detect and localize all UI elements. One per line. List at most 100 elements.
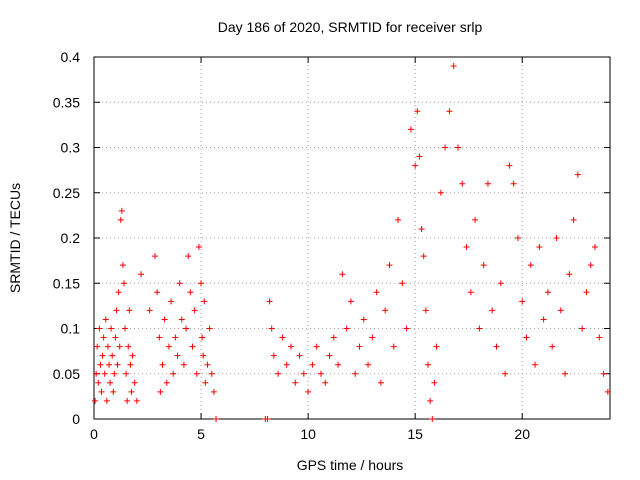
data-point bbox=[343, 325, 350, 332]
data-point bbox=[193, 370, 200, 377]
data-point bbox=[600, 370, 607, 377]
data-point bbox=[96, 325, 103, 332]
data-point bbox=[347, 298, 354, 305]
data-point bbox=[412, 162, 419, 169]
data-point bbox=[127, 361, 134, 368]
data-point bbox=[292, 379, 299, 386]
data-point bbox=[114, 361, 121, 368]
data-point bbox=[101, 370, 108, 377]
data-point bbox=[566, 271, 573, 278]
data-point bbox=[191, 307, 198, 314]
y-tick-label: 0.3 bbox=[61, 140, 81, 156]
data-point bbox=[119, 262, 126, 269]
data-point bbox=[108, 325, 115, 332]
data-point bbox=[185, 253, 192, 260]
data-point bbox=[122, 325, 129, 332]
data-point bbox=[446, 108, 453, 115]
grid-layer bbox=[94, 57, 610, 419]
data-point bbox=[472, 216, 479, 223]
data-point bbox=[99, 352, 106, 359]
x-tick-label: 0 bbox=[90, 426, 98, 442]
data-point bbox=[523, 334, 530, 341]
data-point bbox=[100, 334, 107, 341]
data-point bbox=[414, 108, 421, 115]
data-point bbox=[497, 280, 504, 287]
data-point bbox=[270, 352, 277, 359]
data-point bbox=[437, 189, 444, 196]
data-point bbox=[506, 162, 513, 169]
y-axis-label: SRMTID / TECUs bbox=[7, 183, 23, 293]
data-point bbox=[322, 379, 329, 386]
data-point bbox=[287, 343, 294, 350]
data-point bbox=[604, 388, 611, 395]
data-point bbox=[161, 316, 168, 323]
data-point bbox=[201, 298, 208, 305]
data-point bbox=[587, 262, 594, 269]
data-point bbox=[442, 144, 449, 151]
data-point bbox=[104, 343, 111, 350]
data-point bbox=[174, 352, 181, 359]
data-point bbox=[403, 325, 410, 332]
data-point bbox=[156, 334, 163, 341]
data-point bbox=[129, 352, 136, 359]
data-point bbox=[115, 289, 122, 296]
data-point bbox=[480, 262, 487, 269]
data-point bbox=[146, 307, 153, 314]
data-point bbox=[510, 180, 517, 187]
data-point bbox=[562, 370, 569, 377]
data-point bbox=[94, 343, 101, 350]
data-point bbox=[296, 352, 303, 359]
data-point bbox=[170, 370, 177, 377]
data-point bbox=[105, 361, 112, 368]
data-point bbox=[107, 379, 114, 386]
data-point bbox=[335, 361, 342, 368]
data-point bbox=[283, 361, 290, 368]
data-point bbox=[356, 343, 363, 350]
data-point bbox=[489, 307, 496, 314]
data-point bbox=[131, 379, 138, 386]
data-point bbox=[514, 235, 521, 241]
data-point bbox=[382, 307, 389, 314]
x-tick-label: 20 bbox=[514, 426, 530, 442]
data-point bbox=[178, 316, 185, 323]
data-point bbox=[549, 343, 556, 350]
data-point bbox=[187, 289, 194, 296]
data-point bbox=[386, 262, 393, 269]
data-point bbox=[579, 325, 586, 332]
data-point bbox=[204, 361, 211, 368]
data-point bbox=[111, 370, 118, 377]
data-point bbox=[425, 361, 432, 368]
data-point bbox=[502, 370, 509, 377]
data-point bbox=[159, 361, 166, 368]
data-point bbox=[557, 307, 564, 314]
data-point bbox=[395, 216, 402, 223]
data-point bbox=[519, 298, 526, 305]
data-point bbox=[330, 334, 337, 341]
data-point bbox=[553, 235, 560, 241]
data-point bbox=[275, 370, 282, 377]
data-point bbox=[279, 334, 286, 341]
data-point bbox=[574, 171, 581, 178]
data-point bbox=[429, 416, 436, 422]
y-tick-label: 0.4 bbox=[61, 49, 81, 65]
data-point bbox=[433, 343, 440, 350]
data-point bbox=[264, 416, 271, 422]
data-point bbox=[407, 126, 414, 133]
data-point bbox=[189, 343, 196, 350]
data-point bbox=[98, 388, 105, 395]
data-point bbox=[326, 352, 333, 359]
data-point bbox=[213, 416, 220, 422]
data-point bbox=[172, 334, 179, 341]
data-point bbox=[532, 361, 539, 368]
data-point bbox=[373, 289, 380, 296]
data-point bbox=[109, 352, 116, 359]
data-point bbox=[360, 316, 367, 323]
y-tick-label: 0.15 bbox=[53, 275, 80, 291]
data-point bbox=[268, 325, 275, 332]
data-point bbox=[420, 253, 427, 260]
data-point bbox=[195, 244, 202, 251]
data-point bbox=[110, 388, 117, 395]
data-point bbox=[97, 361, 104, 368]
data-point bbox=[454, 144, 461, 151]
